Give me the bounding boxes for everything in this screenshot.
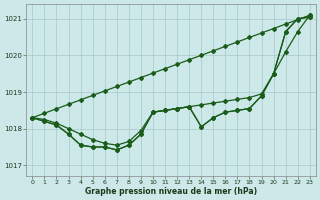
X-axis label: Graphe pression niveau de la mer (hPa): Graphe pression niveau de la mer (hPa) <box>85 187 257 196</box>
